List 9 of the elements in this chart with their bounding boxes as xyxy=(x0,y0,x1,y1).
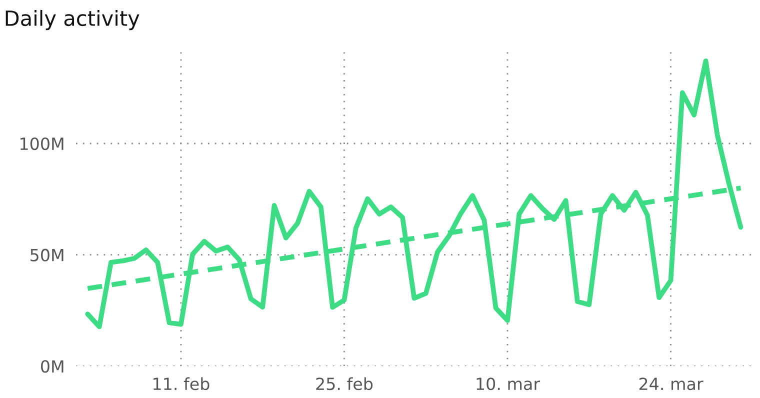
y-tick-label: 100M xyxy=(20,137,64,150)
x-tick-label: 24. mar xyxy=(639,378,704,390)
line-series xyxy=(85,58,744,330)
y-tick-label: 0M xyxy=(41,360,64,373)
y-tick-label: 50M xyxy=(30,248,64,262)
x-tick-label: 11. feb xyxy=(154,377,210,390)
x-tick-label: 25. feb xyxy=(316,377,373,390)
x-tick-label: 10. mar xyxy=(476,378,540,390)
chart-title: Daily activity xyxy=(6,10,140,30)
